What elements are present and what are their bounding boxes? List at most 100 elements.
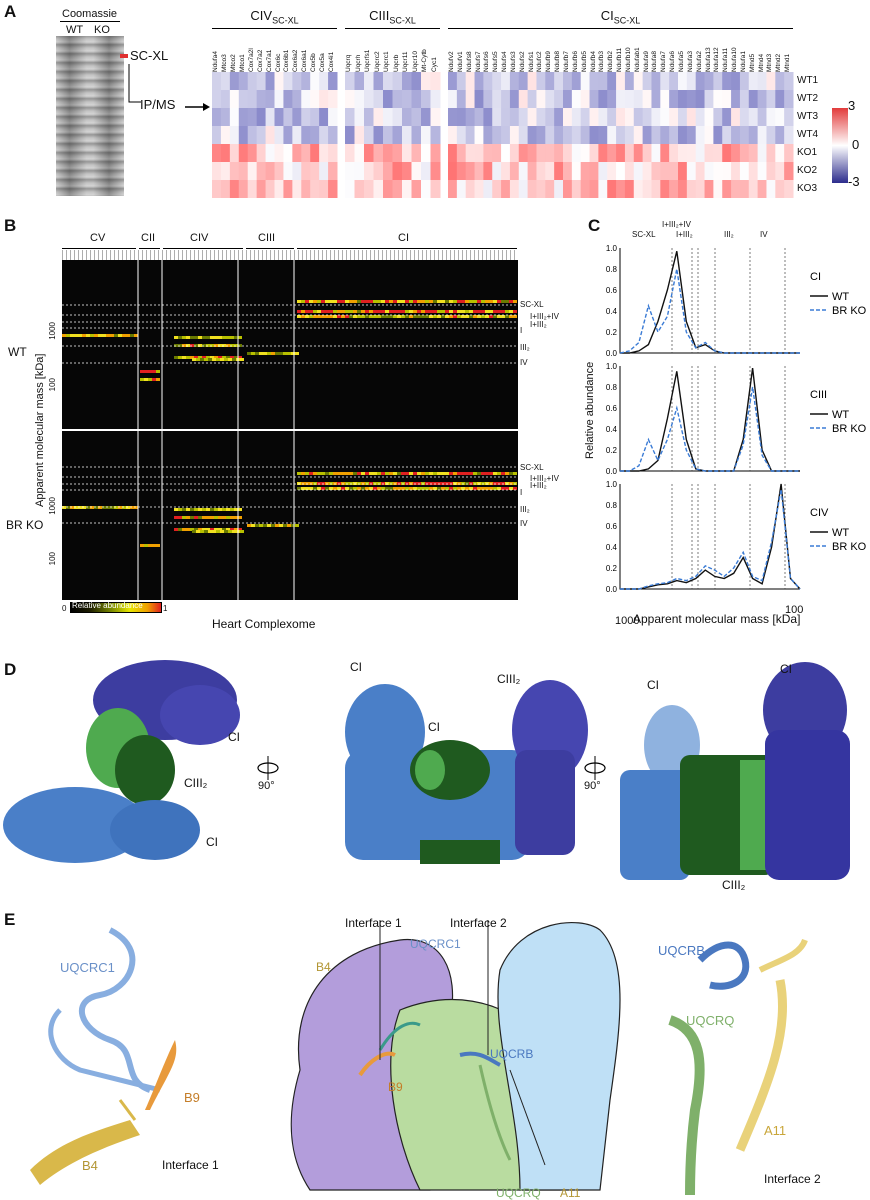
heatmap-cell [616, 126, 626, 144]
heatmap-cell [501, 72, 511, 90]
heatmap-cell [669, 90, 679, 108]
heatmap-cell [383, 72, 393, 90]
heatmap-cell [651, 108, 661, 126]
heatmap-cell [492, 90, 502, 108]
heatmap-cell [409, 472, 413, 475]
heatmap-cell [456, 108, 467, 126]
heatmap-cell [240, 530, 244, 533]
heatmap-cell [483, 108, 493, 126]
heatmap-cell [580, 108, 591, 126]
heatmap-cell [230, 344, 234, 347]
heatmap-cell [411, 72, 422, 90]
group-civ: CIV [190, 232, 209, 244]
heatmap-cell [74, 506, 78, 509]
heatmap-cell [62, 506, 66, 509]
column-label: Ndufa9 [642, 51, 650, 72]
heatmap-cell [230, 356, 234, 359]
heatmap-cell [669, 162, 679, 180]
heatmap-cell [229, 180, 240, 198]
heatmap-cell [192, 530, 196, 533]
heatmap-cell [704, 180, 714, 198]
heatmap-cell [226, 356, 230, 359]
heatmap-cell [271, 524, 275, 527]
ipms-label: IP/MS [140, 97, 176, 112]
heatmap-cell [134, 506, 138, 509]
heatmap-cell [194, 356, 198, 359]
heatmap-cell [353, 487, 357, 490]
y-tick-label: 0.8 [606, 383, 618, 392]
d-rotation-1: 90° [258, 780, 275, 792]
heatmap-cell [238, 528, 242, 531]
heatmap-cell [739, 90, 750, 108]
heatmap-cell [545, 144, 555, 162]
heatmap-cell [202, 528, 206, 531]
heatmap-cell [238, 108, 249, 126]
heatmap-cell [333, 472, 337, 475]
heatmap-cell [321, 482, 325, 485]
heatmap-cell [473, 315, 477, 318]
heatmap-cell [453, 310, 457, 313]
colorbar-b-min: 0 [62, 604, 67, 613]
heatmap-cell [678, 126, 688, 144]
heatmap-cell [373, 72, 384, 90]
heatmap-cell [563, 180, 573, 198]
column-label: Mt-Cytb [421, 49, 428, 72]
heatmap-cell [417, 300, 421, 303]
column-label: Ndufa7 [660, 51, 668, 72]
heatmap-cell [392, 108, 403, 126]
cryoem-maps [3, 660, 850, 880]
heatmap-cell [405, 300, 409, 303]
column-label: Ndufb7 [563, 51, 570, 72]
heatmap-cell [425, 300, 429, 303]
row-label: KO1 [797, 147, 818, 158]
column-label: Ndufv1 [456, 51, 464, 72]
heatmap-cell [607, 162, 617, 180]
heatmap-cell [265, 126, 275, 144]
heatmap-cell [527, 162, 537, 180]
heatmap-cell [310, 144, 320, 162]
heatmap-cell [263, 524, 267, 527]
heatmap-cell [364, 72, 374, 90]
heatmap-cell [222, 508, 226, 511]
heatmap-cell [624, 90, 635, 108]
heatmap-cell [421, 310, 425, 313]
heatmap-cell [527, 72, 537, 90]
heatmap-cell [481, 315, 485, 318]
heatmap-cell [421, 108, 431, 126]
heatmap-cell [383, 144, 393, 162]
heatmap-cell [341, 310, 345, 313]
heatmap-cell [563, 90, 573, 108]
heatmap-cell [513, 300, 517, 303]
heatmap-cell [238, 356, 242, 359]
heatmap-cell [274, 90, 284, 108]
heatmap-cell [501, 162, 511, 180]
colorbar-min: -3 [848, 174, 860, 189]
heatmap-cell [364, 126, 374, 144]
heatmap-cell [457, 300, 461, 303]
heatmap-cell [554, 108, 564, 126]
heatmap-cell [226, 508, 230, 511]
heatmap-cell [305, 315, 309, 318]
heatmap-cell [267, 352, 271, 355]
heatmap-cell [425, 472, 429, 475]
y-tick-label: 0.6 [606, 404, 618, 413]
heatmap-cell [190, 528, 194, 531]
heatmap-cell [301, 126, 311, 144]
heatmap-cell [230, 516, 234, 519]
heatmap-cell [489, 310, 493, 313]
heatmap-cell [238, 90, 249, 108]
heatmap-cell [748, 180, 759, 198]
heatmap-cell [437, 310, 441, 313]
heatmap-cell [421, 300, 425, 303]
heatmap-cell [247, 126, 258, 144]
heatmap-cell [713, 126, 723, 144]
heatmap-cell [497, 310, 501, 313]
heatmap-cell [229, 144, 240, 162]
heatmap-cell [196, 358, 200, 361]
y-tick-label: 0.2 [606, 564, 618, 573]
column-label: Mtco1 [238, 54, 246, 72]
heatmap-cell [704, 126, 714, 144]
heatmap-cell [453, 315, 457, 318]
heatmap-cell [757, 126, 767, 144]
heatmap-cell [421, 487, 425, 490]
